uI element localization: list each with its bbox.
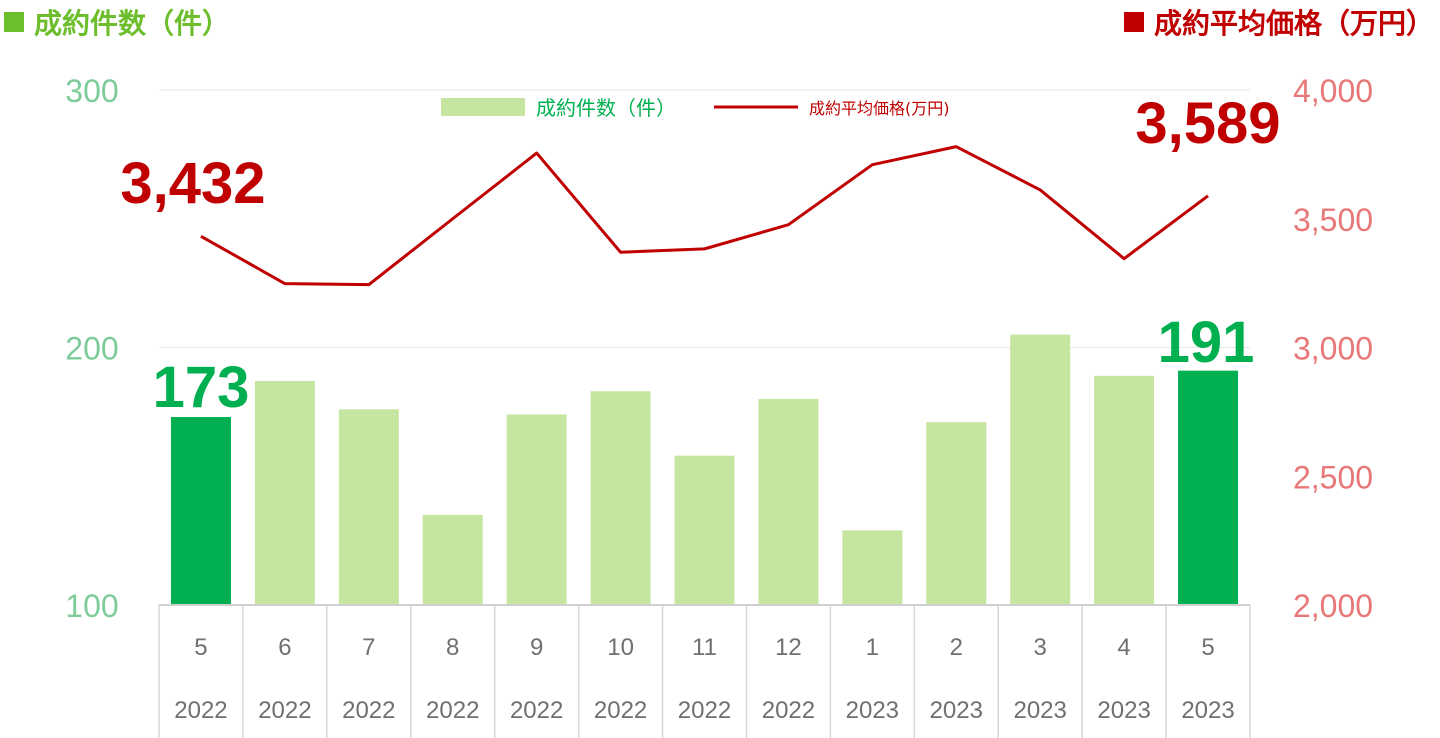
first-count-callout: 173: [153, 355, 250, 420]
bar: [758, 399, 819, 605]
first-price-callout: 3,432: [120, 151, 265, 216]
bar: [338, 409, 399, 605]
left-axis-title: 成約件数（件）: [4, 2, 230, 42]
x-tick-month: 2: [950, 634, 963, 661]
x-tick-month: 5: [194, 634, 207, 661]
bar: [422, 514, 483, 605]
bar: [590, 391, 651, 605]
last-count-callout: 191: [1158, 310, 1255, 375]
legend: 成約件数（件） 成約平均価格(万円): [441, 96, 950, 120]
x-tick-month: 8: [446, 634, 459, 661]
left-axis-title-text: 成約件数（件）: [34, 7, 231, 40]
right-axis-tick-label: 4,000: [1293, 73, 1373, 109]
left-axis-tick-label: 200: [65, 331, 118, 367]
x-tick-year: 2022: [594, 697, 647, 724]
right-axis-tick-label: 3,500: [1293, 202, 1373, 238]
legend-count-swatch: [441, 98, 525, 116]
bar: [1178, 370, 1239, 605]
x-tick-year: 2023: [846, 697, 899, 724]
x-tick-year: 2023: [930, 697, 983, 724]
x-tick-year: 2022: [678, 697, 731, 724]
legend-count-label: 成約件数（件）: [536, 96, 676, 120]
bar: [1094, 375, 1155, 605]
bar: [674, 455, 735, 605]
x-tick-year: 2022: [174, 697, 227, 724]
x-tick-year: 2022: [342, 697, 395, 724]
price-line: [200, 145, 1209, 287]
bar: [170, 417, 231, 605]
x-tick-year: 2023: [1097, 697, 1150, 724]
x-tick-month: 3: [1034, 634, 1047, 661]
right-axis-tick-label: 2,000: [1293, 588, 1373, 624]
x-tick-month: 9: [530, 634, 543, 661]
x-tick-year: 2023: [1013, 697, 1066, 724]
right-axis-tick-label: 2,500: [1293, 459, 1373, 495]
bar: [926, 422, 987, 605]
red-square-icon: [1123, 12, 1144, 32]
right-axis-title-text: 成約平均価格（万円）: [1153, 7, 1434, 40]
x-tick-month: 4: [1117, 634, 1130, 661]
x-tick-month: 5: [1201, 634, 1214, 661]
green-square-icon: [4, 12, 24, 32]
x-tick-month: 11: [692, 634, 717, 661]
last-price-callout: 3,589: [1135, 91, 1280, 156]
axes: 100 200 300 2,000 2,500 3,000 3,500 4,000 5 2022 6…: [65, 73, 1373, 738]
x-tick-month: 12: [775, 634, 802, 661]
right-axis-title: 成約平均価格（万円）: [1123, 2, 1434, 42]
bar: [842, 530, 903, 605]
left-axis-tick-label: 100: [65, 588, 118, 624]
x-tick-year: 2022: [762, 697, 815, 724]
legend-price-label: 成約平均価格(万円): [809, 99, 950, 118]
line-series: [200, 145, 1209, 287]
x-tick-year: 2022: [258, 697, 311, 724]
callouts: 3,432 3,589 173 191: [120, 91, 1280, 420]
bar: [1010, 334, 1071, 605]
right-axis-tick-label: 3,000: [1293, 331, 1373, 367]
x-tick-month: 1: [866, 634, 879, 661]
x-tick-year: 2022: [426, 697, 479, 724]
x-tick-month: 6: [278, 634, 291, 661]
x-tick-month: 7: [362, 634, 375, 661]
bar: [254, 380, 315, 605]
left-axis-tick-label: 300: [65, 73, 118, 109]
x-tick-month: 10: [607, 634, 634, 661]
gridlines: [159, 89, 1250, 348]
bar: [506, 414, 567, 605]
bar-series: [170, 334, 1239, 605]
x-tick-year: 2022: [510, 697, 563, 724]
x-tick-year: 2023: [1181, 697, 1234, 724]
